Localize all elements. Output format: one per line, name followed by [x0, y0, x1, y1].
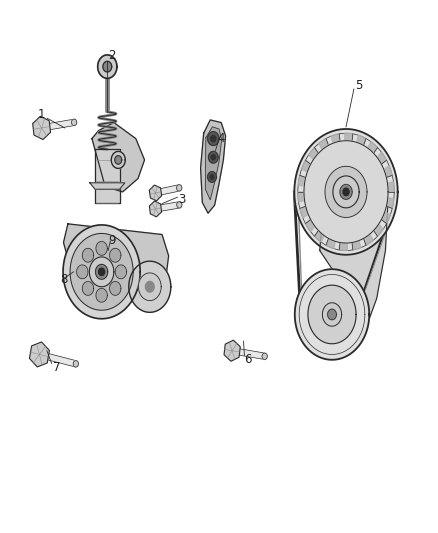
Polygon shape: [357, 135, 366, 146]
Polygon shape: [145, 281, 154, 292]
Polygon shape: [95, 264, 108, 279]
Polygon shape: [115, 156, 122, 164]
Polygon shape: [319, 139, 328, 150]
Polygon shape: [115, 265, 127, 279]
Polygon shape: [110, 281, 121, 295]
Polygon shape: [314, 231, 324, 242]
Circle shape: [177, 201, 182, 208]
Polygon shape: [305, 220, 315, 231]
Polygon shape: [304, 141, 388, 243]
Polygon shape: [320, 176, 388, 322]
Polygon shape: [326, 238, 336, 248]
Text: 7: 7: [53, 361, 61, 374]
Polygon shape: [155, 201, 180, 212]
Polygon shape: [339, 243, 347, 251]
Polygon shape: [149, 185, 162, 201]
Polygon shape: [90, 183, 125, 189]
Polygon shape: [210, 175, 214, 179]
Polygon shape: [343, 188, 349, 196]
Text: 2: 2: [108, 50, 116, 62]
Polygon shape: [208, 132, 219, 146]
Polygon shape: [77, 265, 88, 279]
Polygon shape: [39, 351, 76, 367]
Polygon shape: [331, 134, 340, 143]
Polygon shape: [384, 166, 392, 177]
Polygon shape: [211, 135, 216, 142]
Text: 3: 3: [178, 193, 185, 206]
Polygon shape: [377, 152, 387, 164]
Polygon shape: [129, 261, 171, 312]
Polygon shape: [96, 241, 107, 255]
Polygon shape: [374, 224, 383, 236]
Circle shape: [177, 184, 182, 191]
Polygon shape: [103, 61, 112, 72]
Polygon shape: [309, 148, 318, 159]
Polygon shape: [92, 123, 145, 192]
Polygon shape: [294, 129, 398, 255]
Polygon shape: [381, 212, 390, 223]
Polygon shape: [224, 340, 240, 361]
Polygon shape: [41, 119, 74, 131]
Circle shape: [71, 119, 77, 126]
Polygon shape: [368, 142, 378, 153]
Text: 5: 5: [356, 79, 363, 92]
Polygon shape: [201, 120, 226, 213]
Polygon shape: [298, 192, 304, 202]
Polygon shape: [298, 175, 306, 186]
Polygon shape: [99, 268, 105, 276]
Polygon shape: [208, 151, 218, 163]
Circle shape: [262, 353, 267, 359]
Polygon shape: [345, 133, 353, 141]
Polygon shape: [208, 172, 216, 182]
Text: 9: 9: [108, 235, 116, 247]
Polygon shape: [33, 116, 50, 140]
Polygon shape: [340, 184, 352, 199]
Polygon shape: [388, 182, 394, 192]
Circle shape: [73, 361, 78, 367]
Polygon shape: [333, 176, 359, 208]
Polygon shape: [96, 288, 107, 302]
Polygon shape: [63, 225, 140, 319]
Polygon shape: [98, 55, 117, 78]
Polygon shape: [205, 127, 222, 200]
Text: 1: 1: [38, 108, 46, 121]
Polygon shape: [386, 198, 394, 208]
Polygon shape: [70, 233, 133, 310]
Polygon shape: [95, 149, 120, 203]
Polygon shape: [155, 185, 180, 196]
Polygon shape: [352, 240, 361, 250]
Polygon shape: [149, 201, 162, 217]
Text: 4: 4: [217, 132, 225, 145]
Polygon shape: [82, 281, 94, 295]
Polygon shape: [111, 151, 125, 168]
Polygon shape: [364, 234, 373, 245]
Polygon shape: [232, 348, 265, 359]
Text: 8: 8: [60, 273, 67, 286]
Polygon shape: [64, 224, 169, 301]
Polygon shape: [302, 160, 311, 172]
Polygon shape: [138, 273, 161, 301]
Text: 6: 6: [244, 353, 251, 366]
Polygon shape: [328, 309, 336, 320]
Polygon shape: [82, 248, 94, 262]
Polygon shape: [308, 285, 356, 344]
Polygon shape: [110, 248, 121, 262]
Polygon shape: [89, 257, 114, 287]
Polygon shape: [325, 166, 367, 217]
Polygon shape: [211, 155, 215, 160]
Polygon shape: [300, 206, 308, 218]
Polygon shape: [295, 269, 369, 360]
Polygon shape: [322, 303, 342, 326]
Polygon shape: [29, 342, 49, 367]
